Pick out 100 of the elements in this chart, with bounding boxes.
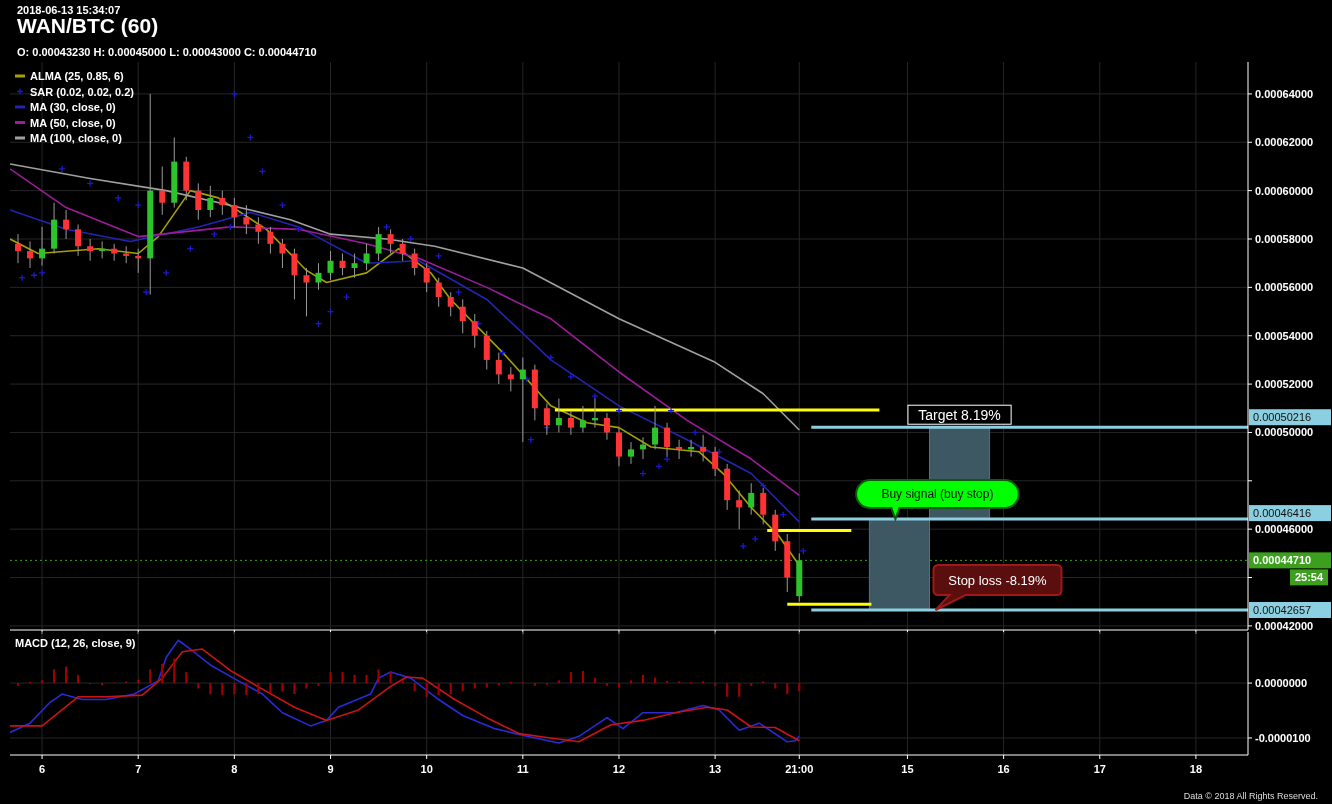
x-tick-label: 13 [709, 763, 722, 775]
annotation: Stop loss -8.19% [948, 572, 1048, 588]
x-tick-label: 9 [327, 763, 334, 775]
bar [353, 674, 356, 684]
candlestick [375, 226, 382, 262]
candlestick [495, 352, 502, 385]
point [382, 223, 391, 231]
bar [245, 683, 248, 696]
bar [305, 683, 308, 689]
bar [281, 683, 284, 692]
point [230, 90, 239, 98]
y-tick-label: 0.00046000 [1255, 523, 1314, 536]
line-series [10, 168, 801, 497]
bar [774, 683, 777, 689]
point [407, 235, 415, 243]
point [30, 271, 38, 279]
legend-label: MA (50, close, 0) [30, 116, 117, 129]
candlestick [303, 267, 310, 317]
bar [269, 683, 272, 693]
x-tick-label: 10 [420, 763, 433, 775]
point [18, 274, 26, 282]
y-tick-label: 0.00050000 [1255, 426, 1314, 439]
candlestick [603, 412, 610, 441]
bar [449, 683, 452, 695]
bar [221, 683, 224, 696]
y-tick-label: 0.00056000 [1255, 281, 1314, 294]
y-tick-label: 0.00058000 [1255, 233, 1314, 245]
x-tick-label: 7 [135, 763, 142, 775]
candlestick [207, 185, 214, 218]
candlestick [700, 434, 707, 462]
legend-label: MA (100, close, 0) [30, 132, 123, 144]
bar [197, 683, 200, 689]
candlestick [628, 441, 635, 465]
bar [209, 683, 212, 695]
line-series [10, 209, 801, 523]
candlestick [339, 253, 346, 276]
bar [437, 683, 440, 696]
bar [173, 658, 176, 684]
y-tick-label: 0.00052000 [1255, 378, 1314, 391]
point [162, 269, 170, 277]
y-tick-label: 0.00060000 [1255, 184, 1314, 197]
candlestick [519, 356, 526, 443]
x-tick-label: 8 [231, 763, 238, 775]
text: 2018-06-13 15:34:07 [17, 4, 121, 16]
bar [533, 683, 536, 686]
x-tick-label: 18 [1189, 763, 1203, 775]
x-tick-label: 16 [997, 763, 1010, 775]
point [591, 392, 599, 400]
bar [714, 683, 717, 686]
candlestick [315, 262, 322, 291]
bar [365, 674, 368, 684]
point [655, 462, 663, 470]
candlestick [39, 226, 46, 267]
point [278, 201, 287, 209]
bar [161, 663, 164, 684]
candlestick [567, 410, 574, 436]
candlestick [363, 243, 370, 271]
point [715, 448, 723, 456]
legend-label: ALMA (25, 0.85, 6) [30, 70, 125, 82]
candlestick [231, 197, 238, 228]
candlestick [411, 248, 418, 276]
candlestick [255, 216, 262, 245]
candlestick [387, 228, 394, 255]
bar [40, 680, 44, 684]
bar [149, 669, 152, 684]
y-tick-label: 0.00042000 [1255, 619, 1314, 632]
x-tick-label: 15 [901, 763, 914, 775]
y-tick-label: -0.0000100 [1255, 731, 1311, 744]
x-tick-label: 12 [612, 763, 626, 775]
candlestick [27, 240, 34, 269]
candlestick [15, 233, 22, 264]
point [342, 293, 351, 301]
chart-title: MACD (12, 26, close, 9) [15, 637, 136, 649]
candlestick [652, 405, 659, 450]
candlestick [555, 398, 562, 433]
x-tick-label: 11 [517, 763, 529, 775]
chart-title: WAN/BTC (60) [17, 14, 159, 37]
candlestick [712, 446, 719, 477]
bar [257, 683, 260, 695]
y-tick-label: 0.00064000 [1255, 87, 1314, 100]
bar [557, 680, 560, 684]
bar [317, 683, 320, 686]
annotation: Target 8.19% [918, 406, 1001, 423]
bar [233, 683, 236, 695]
bar [341, 672, 344, 684]
candlestick [87, 238, 94, 262]
point [435, 252, 443, 260]
candlestick [447, 291, 454, 317]
data-label: 0.00046416 [1253, 507, 1312, 520]
data-label: 0.00050216 [1253, 411, 1312, 424]
point [86, 179, 94, 188]
point [615, 407, 623, 415]
point [58, 165, 66, 173]
candlestick [351, 253, 358, 279]
candlestick [736, 489, 743, 530]
candlestick [423, 262, 430, 293]
point [547, 353, 555, 362]
point [38, 269, 46, 277]
bar [425, 683, 428, 697]
bar [473, 683, 476, 689]
